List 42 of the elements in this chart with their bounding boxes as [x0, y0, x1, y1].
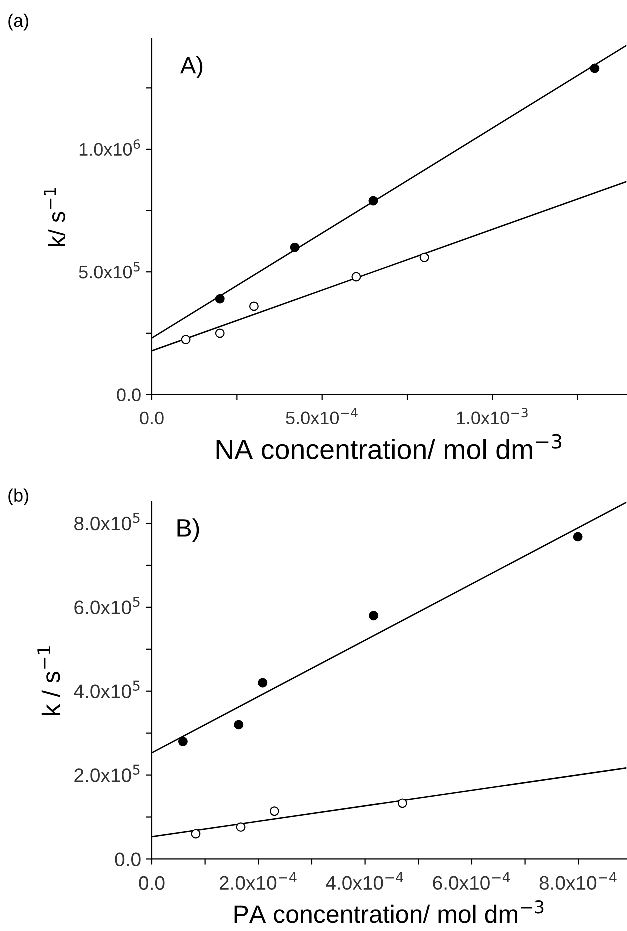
y-axis-title: k / s$^{−1}$	[38, 646, 60, 716]
y-tick-label: 8.0x10$^{5}$	[74, 513, 140, 531]
x-tick-label: 0.0	[140, 412, 164, 425]
text: (b)	[8, 488, 28, 506]
point	[215, 328, 225, 338]
point	[420, 252, 430, 262]
annotation: B)	[178, 518, 200, 542]
point	[215, 294, 225, 304]
x-axis-title: NA concentration/ mol dm$^{−3}$	[216, 434, 562, 460]
point	[236, 822, 246, 832]
y-tick-label: 6.0x10$^{5}$	[74, 597, 140, 615]
y-tick-label: 4.0x10$^{5}$	[74, 680, 140, 698]
point	[369, 611, 379, 621]
annotation: A)	[180, 56, 203, 79]
y-tick-label: 0.0	[117, 388, 141, 402]
point	[181, 335, 191, 345]
point	[191, 829, 201, 839]
point	[290, 242, 300, 252]
x-tick-label: 6.0x10$^{−4}$	[433, 872, 510, 890]
point	[590, 64, 600, 74]
x-tick-label: 4.0x10$^{−4}$	[326, 872, 404, 890]
point	[234, 720, 244, 730]
point	[368, 196, 378, 206]
point	[352, 272, 362, 282]
point	[398, 798, 408, 808]
y-tick-label: 5.0x10$^{5}$	[79, 262, 140, 279]
x-axis-title: PA concentration/ mol dm$^{−3}$	[234, 900, 544, 924]
point	[178, 737, 188, 746]
text: (a)	[8, 14, 28, 31]
y-tick-label: 2.0x10$^{5}$	[74, 764, 140, 782]
point	[270, 806, 280, 816]
x-tick-label: 0.0	[139, 876, 165, 890]
y-tick-label: 0.0	[115, 852, 141, 866]
point	[258, 678, 268, 688]
x-tick-label: 5.0x10$^{−4}$	[286, 408, 358, 425]
y-tick-label: 1.0x10$^{6}$	[80, 140, 140, 156]
x-tick-label: 2.0x10$^{−4}$	[220, 872, 297, 890]
x-tick-label: 1.0x10$^{−3}$	[457, 408, 528, 425]
point	[249, 302, 259, 312]
y-axis-title: k/ s$^{−1}$	[44, 188, 66, 246]
point	[573, 532, 583, 542]
x-tick-label: 8.0x10$^{−4}$	[540, 872, 617, 890]
